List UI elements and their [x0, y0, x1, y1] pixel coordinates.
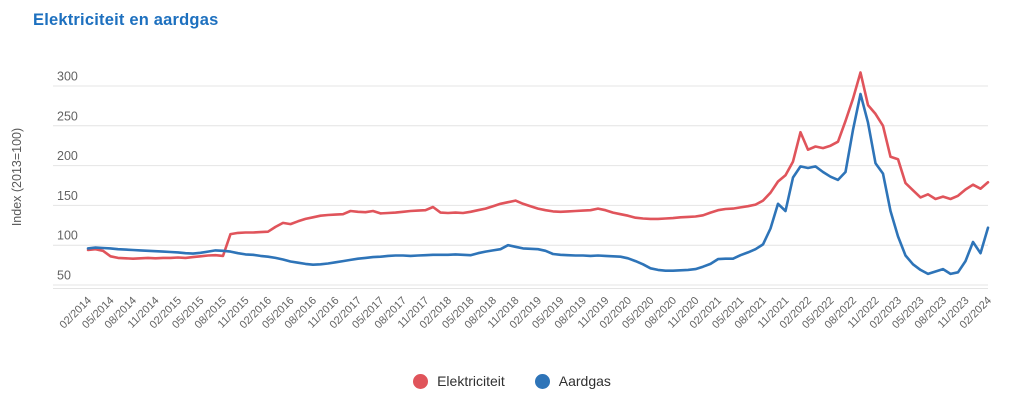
aardgas-legend-dot	[534, 373, 550, 389]
chart-title: Elektriciteit en aardgas	[33, 11, 219, 29]
y-tick-label: 50	[57, 269, 71, 283]
y-tick-label: 250	[57, 109, 78, 123]
legend-item-elektriciteit[interactable]: Elektriciteit	[413, 373, 505, 389]
aardgas-series-line	[86, 92, 990, 276]
elektriciteit-series-line	[86, 71, 990, 261]
elektriciteit-legend-dot	[413, 373, 429, 389]
elektriciteit-legend-label: Elektriciteit	[437, 373, 505, 389]
y-tick-label: 300	[57, 70, 78, 84]
y-tick-label: 200	[57, 149, 78, 163]
y-tick-label: 150	[57, 189, 78, 203]
aardgas-legend-label: Aardgas	[558, 373, 611, 389]
y-tick-label: 100	[57, 229, 78, 243]
chart-legend: Elektriciteit Aardgas	[0, 373, 1024, 389]
legend-item-aardgas[interactable]: Aardgas	[534, 373, 611, 389]
